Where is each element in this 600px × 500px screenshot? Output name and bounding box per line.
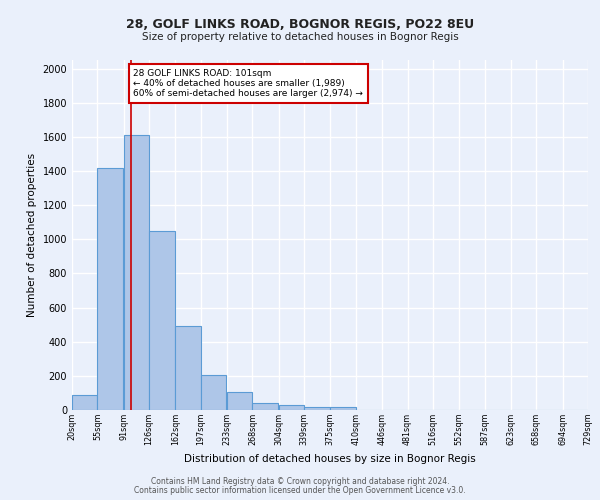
Y-axis label: Number of detached properties: Number of detached properties <box>27 153 37 317</box>
Text: Contains HM Land Registry data © Crown copyright and database right 2024.: Contains HM Land Registry data © Crown c… <box>151 478 449 486</box>
Bar <box>72 396 97 410</box>
Bar <box>227 392 253 410</box>
Bar <box>97 168 123 410</box>
Bar <box>304 406 329 410</box>
Bar <box>331 408 356 410</box>
Text: 28 GOLF LINKS ROAD: 101sqm
← 40% of detached houses are smaller (1,989)
60% of s: 28 GOLF LINKS ROAD: 101sqm ← 40% of deta… <box>133 68 363 98</box>
Text: 28, GOLF LINKS ROAD, BOGNOR REGIS, PO22 8EU: 28, GOLF LINKS ROAD, BOGNOR REGIS, PO22 … <box>126 18 474 30</box>
Bar <box>278 405 304 410</box>
Bar <box>149 230 175 410</box>
X-axis label: Distribution of detached houses by size in Bognor Regis: Distribution of detached houses by size … <box>184 454 476 464</box>
Text: Contains public sector information licensed under the Open Government Licence v3: Contains public sector information licen… <box>134 486 466 495</box>
Bar <box>175 326 201 410</box>
Bar <box>201 375 226 410</box>
Bar <box>253 403 278 410</box>
Bar <box>124 135 149 410</box>
Text: Size of property relative to detached houses in Bognor Regis: Size of property relative to detached ho… <box>142 32 458 42</box>
